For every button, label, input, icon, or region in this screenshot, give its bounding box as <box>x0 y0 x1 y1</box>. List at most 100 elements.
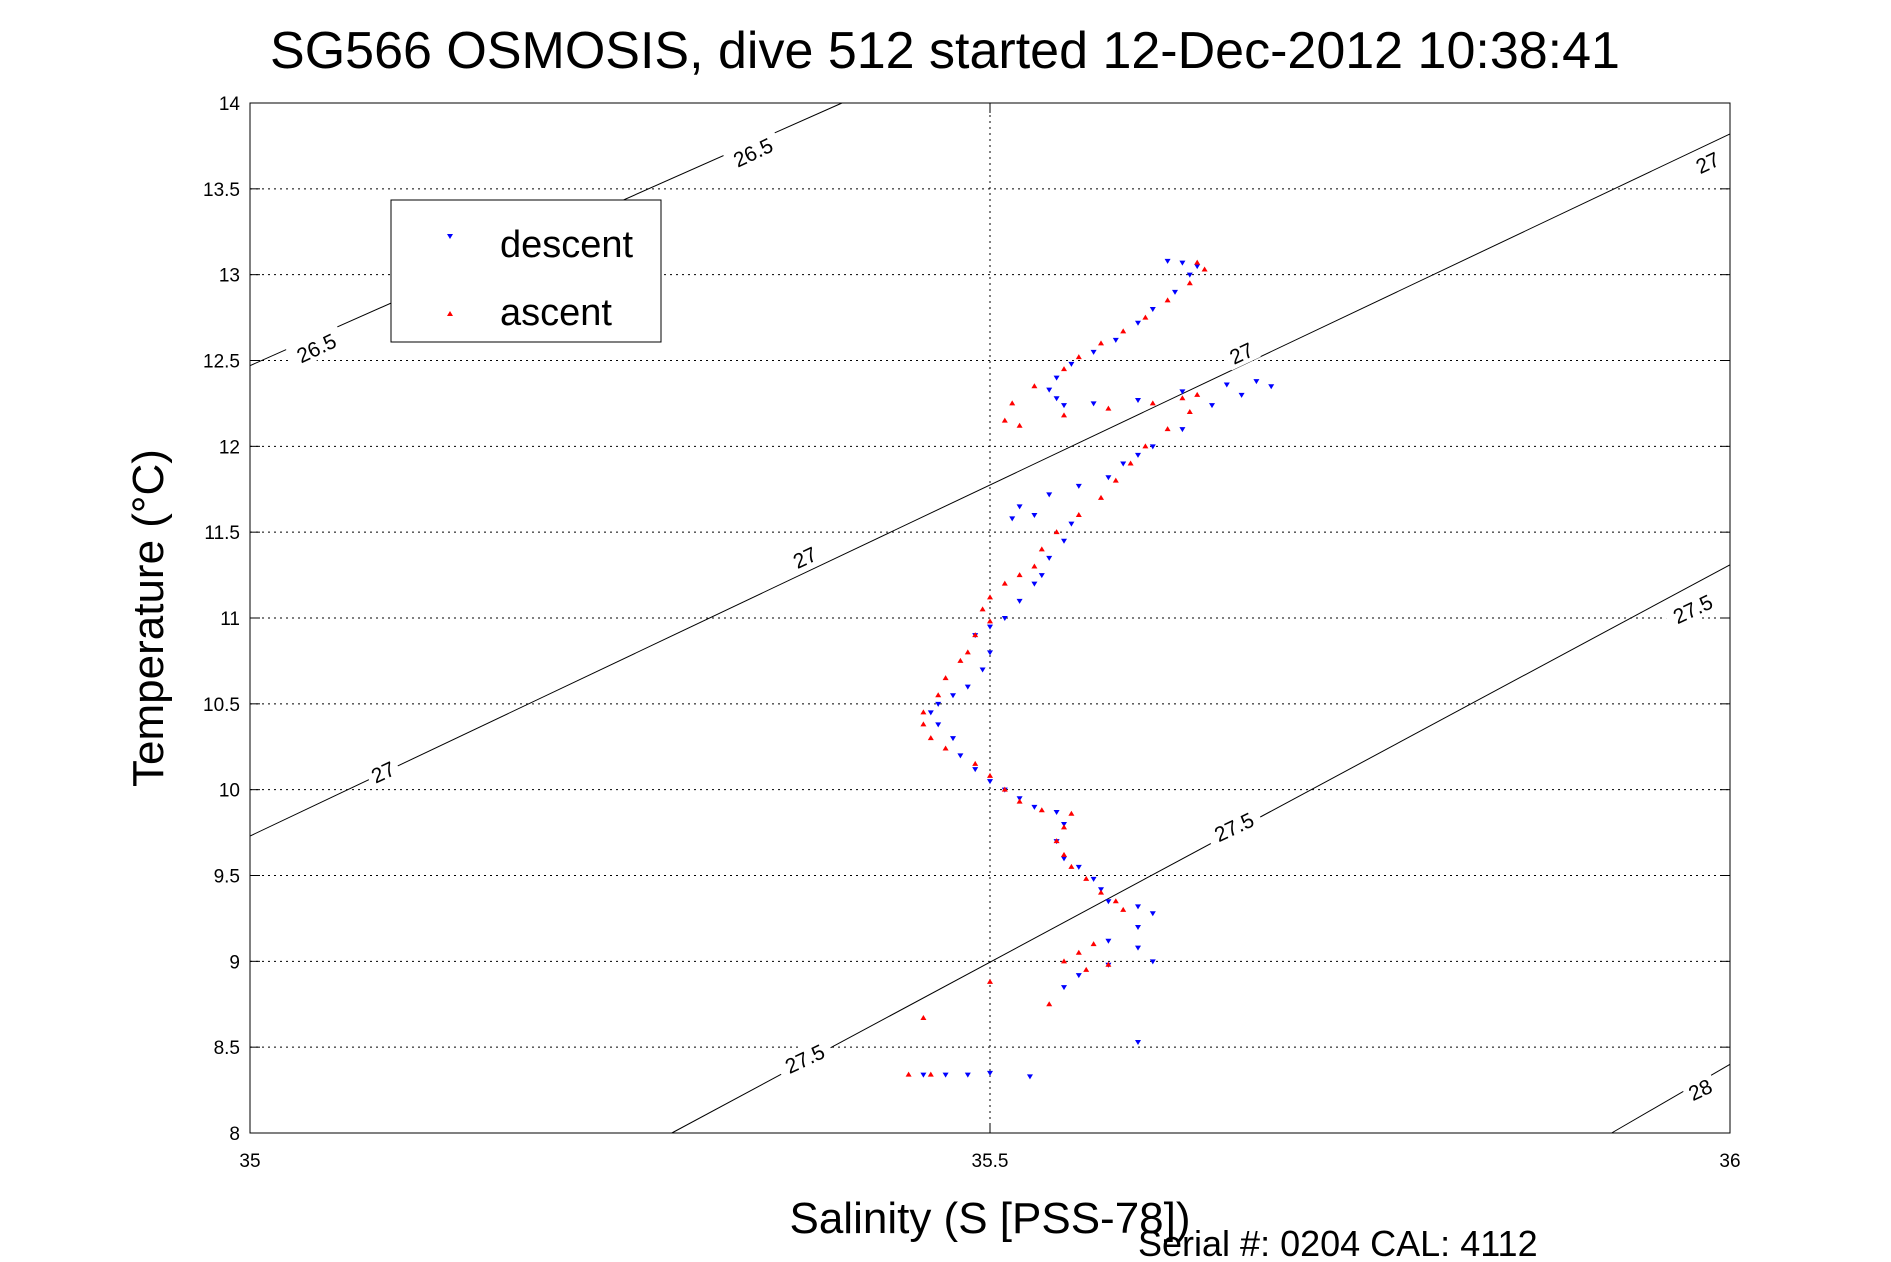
x-tick-label: 35 <box>239 1151 260 1172</box>
serial-cal-footer: Serial #: 0204 CAL: 4112 <box>1138 1223 1538 1262</box>
descent-point <box>1120 461 1127 467</box>
y-tick-label: 12 <box>219 437 240 458</box>
ascent-point <box>987 978 993 984</box>
descent-point <box>987 624 993 630</box>
ascent-point <box>987 594 993 600</box>
y-tick-label: 11 <box>220 609 240 630</box>
descent-point <box>1075 973 1082 979</box>
descent-point <box>1253 379 1260 385</box>
descent-point <box>1075 483 1082 489</box>
isopycnal-label: 27 <box>784 539 825 575</box>
descent-point <box>1061 856 1067 862</box>
ascent-point <box>964 649 971 655</box>
x-axis-label: Salinity (S [PSS-78]) <box>789 1194 1190 1243</box>
descent-point <box>1135 320 1141 326</box>
descent-point <box>1090 349 1097 355</box>
ascent-point <box>1142 443 1149 449</box>
ascent-point <box>987 618 993 624</box>
ascent-point <box>1112 477 1119 483</box>
ascent-point <box>1142 314 1149 320</box>
ascent-point <box>1194 259 1201 265</box>
y-axis-ticks: 8 8.5 9 9.5 10 10.5 11 11.5 12 12.5 13 13.5 14 <box>203 94 1730 1145</box>
isopycnal-label-bg <box>363 753 403 790</box>
ascent-point <box>920 1014 927 1020</box>
ascent-point <box>927 735 934 741</box>
descent-point <box>979 667 986 673</box>
ascent-point <box>1179 395 1186 401</box>
ascent-point <box>1016 798 1023 804</box>
y-tick-label: 8 <box>229 1124 240 1145</box>
descent-point <box>1090 401 1097 407</box>
ascent-point <box>1098 340 1104 346</box>
isopycnal-27 <box>249 133 1731 837</box>
ascent-point <box>1127 460 1134 466</box>
descent-point <box>1112 337 1119 343</box>
isopycnal-lines: 26.5 26.5 27 27 27 27 27.5 27.5 27.5 28 <box>249 102 1731 1134</box>
descent-point <box>1001 616 1008 621</box>
ascent-point <box>942 745 949 751</box>
ascent-point <box>920 721 927 727</box>
ascent-point <box>1075 949 1082 955</box>
descent-point <box>1135 1040 1141 1046</box>
descent-point <box>1053 375 1060 381</box>
legend-ascent-marker <box>447 311 453 316</box>
descent-point <box>1075 864 1082 870</box>
descent-point <box>1090 876 1097 882</box>
descent-point <box>1135 397 1141 403</box>
descent-point <box>1179 427 1186 433</box>
ascent-point <box>1164 297 1171 303</box>
descent-point <box>1031 804 1038 810</box>
descent-point <box>1016 504 1023 510</box>
descent-point <box>1031 513 1038 518</box>
descent-point <box>1061 985 1067 991</box>
ascent-point <box>935 692 942 698</box>
descent-point <box>950 736 956 742</box>
descent-point <box>942 1072 949 1078</box>
ascent-point <box>1061 958 1067 964</box>
descent-point <box>1038 573 1045 579</box>
ascent-point <box>972 632 979 638</box>
ascent-point <box>1061 412 1067 418</box>
isopycnal-label-bg <box>1687 144 1727 180</box>
ascent-point <box>1083 966 1090 972</box>
descent-point <box>1179 260 1186 266</box>
ascent-point <box>1112 898 1119 904</box>
isopycnal-label: 28 <box>1680 1071 1720 1107</box>
ascent-point <box>1149 400 1156 406</box>
ascent-point <box>1194 391 1201 397</box>
ascent-point <box>927 1071 934 1077</box>
ascent-point <box>1068 863 1075 869</box>
legend-descent-marker <box>447 234 453 239</box>
descent-point <box>987 650 993 656</box>
descent-point <box>920 1072 927 1078</box>
descent-point <box>1009 516 1016 522</box>
ascent-point <box>1164 426 1171 432</box>
descent-point <box>1046 492 1053 498</box>
ascent-point <box>957 657 964 663</box>
ascent-point <box>1031 563 1038 569</box>
ascent-point <box>1201 266 1208 272</box>
ascent-point <box>1098 889 1104 895</box>
descent-point <box>987 779 993 785</box>
y-tick-label: 13 <box>219 266 240 287</box>
ascent-point <box>942 675 949 681</box>
descent-point <box>935 722 942 728</box>
descent-point <box>1061 538 1067 544</box>
legend-ascent-label: ascent <box>500 292 612 334</box>
ascent-point <box>987 772 993 778</box>
legend-descent-label: descent <box>500 224 634 266</box>
ascent-point <box>1105 961 1112 967</box>
isopycnal-label: 27 <box>363 753 403 790</box>
ascent-point <box>972 760 979 766</box>
y-tick-label: 11.5 <box>204 523 240 544</box>
descent-point <box>1223 382 1230 388</box>
isopycnal-label: 27.5 <box>1203 803 1265 850</box>
ascent-point <box>1038 546 1045 552</box>
descent-point <box>1149 959 1156 965</box>
chart-title: SG566 OSMOSIS, dive 512 started 12-Dec-2… <box>270 22 1620 80</box>
isopycnal-label-bg <box>1203 803 1265 850</box>
descent-point <box>1053 809 1060 815</box>
ascent-point <box>920 709 927 715</box>
ascent-point <box>1061 366 1067 372</box>
isopycnal-28 <box>1611 1063 1731 1134</box>
